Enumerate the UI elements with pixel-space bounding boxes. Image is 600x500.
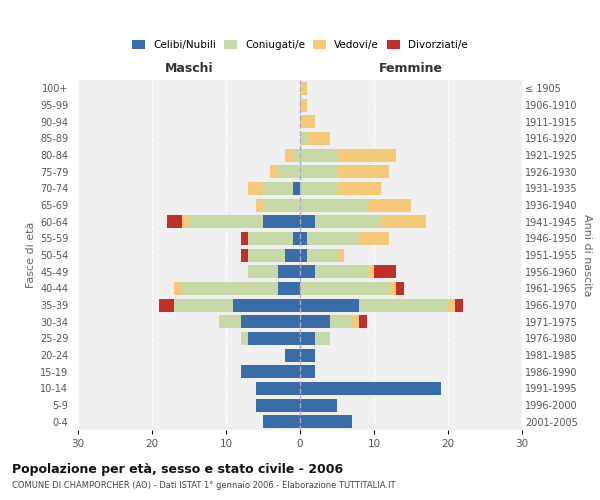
Legend: Celibi/Nubili, Coniugati/e, Vedovi/e, Divorziati/e: Celibi/Nubili, Coniugati/e, Vedovi/e, Di… xyxy=(128,36,472,54)
Bar xyxy=(263,198,300,211)
Bar xyxy=(241,315,300,328)
Bar xyxy=(293,182,300,195)
Bar xyxy=(248,265,278,278)
Bar xyxy=(300,165,337,178)
Bar xyxy=(455,298,463,312)
Bar xyxy=(278,265,300,278)
Bar xyxy=(300,198,367,211)
Bar xyxy=(300,282,389,295)
Bar xyxy=(300,382,440,395)
Bar xyxy=(337,165,389,178)
Bar xyxy=(315,215,382,228)
Bar xyxy=(300,215,315,228)
Bar xyxy=(248,248,285,262)
Bar xyxy=(256,198,263,211)
Bar xyxy=(241,365,300,378)
Bar xyxy=(382,215,426,228)
Bar xyxy=(248,182,263,195)
Bar xyxy=(367,265,374,278)
Bar xyxy=(182,215,189,228)
Bar xyxy=(285,248,300,262)
Bar xyxy=(174,282,182,295)
Bar xyxy=(367,198,411,211)
Bar xyxy=(300,248,307,262)
Bar xyxy=(285,348,300,362)
Bar xyxy=(307,248,337,262)
Bar xyxy=(182,282,278,295)
Bar xyxy=(248,232,293,245)
Bar xyxy=(300,365,315,378)
Bar xyxy=(256,382,300,395)
Bar xyxy=(300,265,315,278)
Y-axis label: Anni di nascita: Anni di nascita xyxy=(581,214,592,296)
Bar xyxy=(359,232,389,245)
Bar xyxy=(337,148,396,162)
Bar xyxy=(160,298,174,312)
Bar xyxy=(307,232,359,245)
Bar xyxy=(263,182,293,195)
Bar xyxy=(396,282,404,295)
Bar xyxy=(300,82,307,95)
Bar xyxy=(285,148,293,162)
Bar xyxy=(167,215,182,228)
Bar xyxy=(389,282,396,295)
Bar xyxy=(174,298,233,312)
Bar xyxy=(241,332,248,345)
Bar xyxy=(256,398,300,411)
Bar xyxy=(359,298,448,312)
Bar xyxy=(263,415,300,428)
Bar xyxy=(359,315,367,328)
Bar xyxy=(300,232,307,245)
Text: Popolazione per età, sesso e stato civile - 2006: Popolazione per età, sesso e stato civil… xyxy=(12,462,343,475)
Bar xyxy=(300,148,337,162)
Bar xyxy=(300,332,315,345)
Bar xyxy=(300,115,315,128)
Y-axis label: Fasce di età: Fasce di età xyxy=(26,222,36,288)
Text: Femmine: Femmine xyxy=(379,62,443,75)
Bar xyxy=(300,132,307,145)
Bar xyxy=(300,348,315,362)
Bar xyxy=(329,315,352,328)
Bar xyxy=(218,315,241,328)
Bar xyxy=(293,148,300,162)
Bar xyxy=(271,165,278,178)
Bar xyxy=(300,415,352,428)
Bar xyxy=(248,332,300,345)
Bar xyxy=(352,315,359,328)
Bar xyxy=(374,265,396,278)
Bar xyxy=(337,248,344,262)
Bar xyxy=(307,132,329,145)
Bar xyxy=(189,215,263,228)
Bar xyxy=(263,215,300,228)
Bar xyxy=(278,165,300,178)
Bar xyxy=(241,248,248,262)
Bar xyxy=(300,182,337,195)
Text: COMUNE DI CHAMPORCHER (AO) - Dati ISTAT 1° gennaio 2006 - Elaborazione TUTTITALI: COMUNE DI CHAMPORCHER (AO) - Dati ISTAT … xyxy=(12,481,395,490)
Bar xyxy=(448,298,455,312)
Bar xyxy=(293,232,300,245)
Bar xyxy=(233,298,300,312)
Bar xyxy=(241,232,248,245)
Bar xyxy=(315,265,367,278)
Text: Maschi: Maschi xyxy=(164,62,214,75)
Bar xyxy=(300,315,329,328)
Bar xyxy=(300,398,337,411)
Bar xyxy=(278,282,300,295)
Bar xyxy=(315,332,329,345)
Bar xyxy=(300,98,307,112)
Bar xyxy=(300,298,359,312)
Bar xyxy=(337,182,382,195)
